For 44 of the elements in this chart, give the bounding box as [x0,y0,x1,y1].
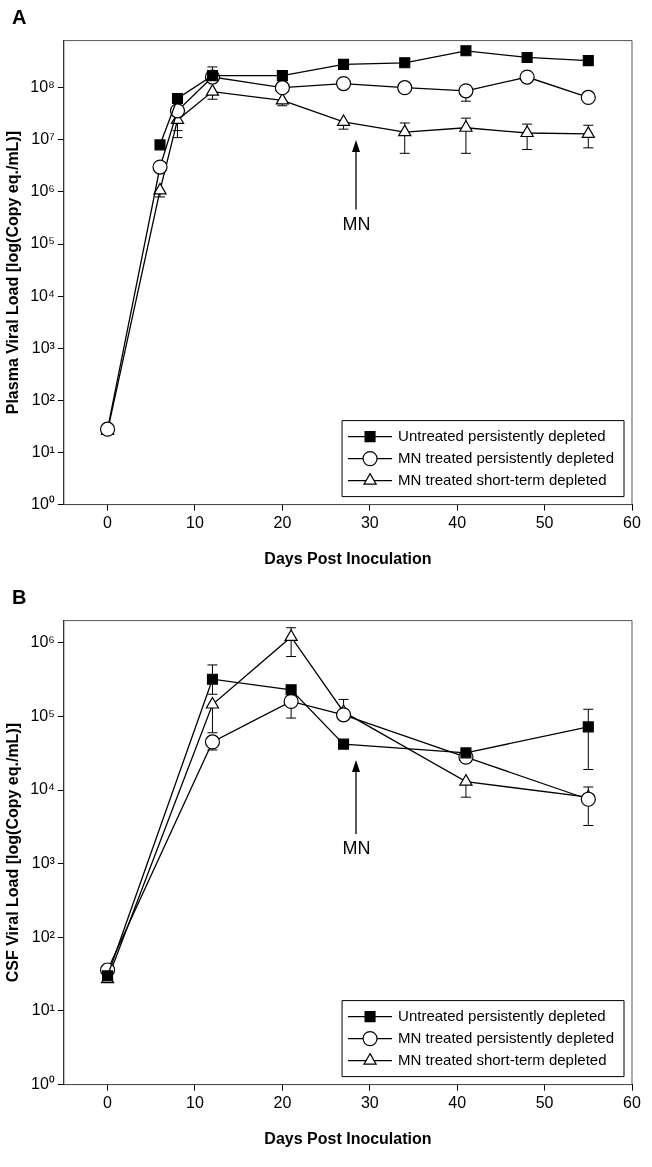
y-tick-label: 10² [31,390,56,408]
y-tick-label: 10⁶ [30,633,55,651]
annotation: MN [341,838,372,860]
y-tick-label: 10⁵ [30,706,55,724]
y-axis-title: Plasma Viral Load [log(Copy eq./mL)] [4,130,22,415]
y-tick-label: 10¹ [31,442,55,460]
legend-label: MN treated persistently depleted [398,1028,615,1046]
y-tick-label: 10⁴ [30,286,55,304]
y-tick-label: 10⁰ [31,495,55,513]
legend-label: MN treated short-term depleted [398,470,607,488]
x-axis-title: Days Post Inoculation [264,1129,432,1147]
chart-title: B [12,586,27,609]
y-tick-label: 10⁶ [30,182,55,200]
x-tick-label: 0 [103,1093,113,1111]
x-tick-label: 20 [273,1093,292,1111]
legend-label: Untreated persistently depleted [398,1006,606,1024]
legend-label: MN treated short-term depleted [398,1050,607,1068]
chart-title: A [12,6,27,29]
x-axis-title: Days Post Inoculation [264,549,432,567]
legend-label: MN treated persistently depleted [398,448,615,466]
y-tick-label: 10⁰ [31,1075,55,1093]
x-tick-label: 60 [623,1093,641,1111]
y-tick-label: 10⁵ [30,234,55,252]
x-tick-label: 10 [186,513,204,531]
y-tick-label: 10² [31,927,56,945]
x-tick-label: 30 [360,1093,379,1111]
y-tick-label: 10⁷ [31,130,56,148]
x-tick-label: 0 [103,513,113,531]
y-tick-label: 10⁸ [30,78,55,96]
x-tick-label: 30 [360,513,379,531]
x-tick-label: 10 [186,1093,204,1111]
y-tick-label: 10¹ [31,1001,55,1019]
y-tick-label: 10³ [31,338,56,356]
legend-label: Untreated persistently depleted [398,426,606,444]
y-tick-label: 10³ [31,854,56,872]
annotation: MN [341,213,372,235]
y-axis-title: CSF Viral Load [log(Copy eq./mL)] [4,722,22,983]
y-tick-label: 10⁴ [30,780,55,798]
x-tick-label: 40 [448,513,467,531]
x-tick-label: 60 [623,513,641,531]
x-tick-label: 40 [448,1093,467,1111]
x-tick-label: 50 [535,513,554,531]
x-tick-label: 20 [273,513,292,531]
x-tick-label: 50 [535,1093,554,1111]
